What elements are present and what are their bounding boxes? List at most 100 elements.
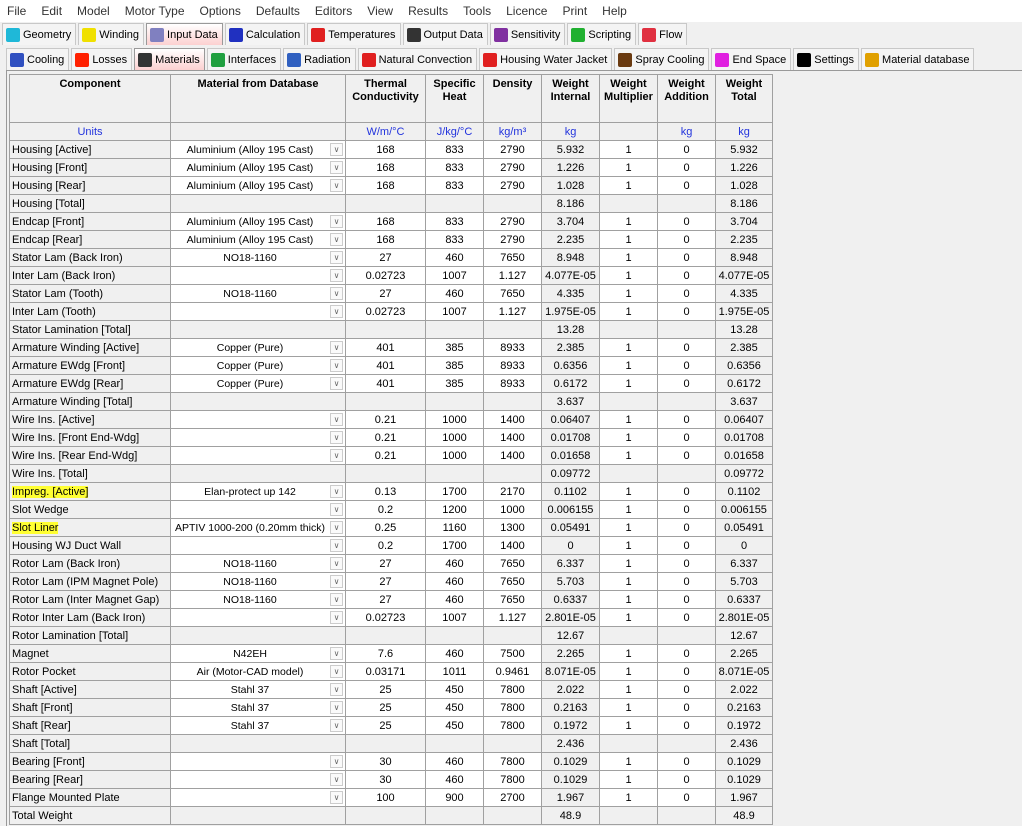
chevron-down-icon[interactable]: ∨ — [330, 377, 343, 390]
weight-addition-cell[interactable]: 0 — [657, 662, 716, 681]
density-cell[interactable]: 2700 — [483, 788, 542, 807]
weight-multiplier-cell[interactable]: 1 — [599, 518, 658, 537]
material-cell[interactable]: Air (Motor-CAD model) ∨ — [170, 662, 346, 681]
weight-multiplier-cell[interactable]: 1 — [599, 680, 658, 699]
specific-heat-cell[interactable]: 833 — [425, 140, 484, 159]
specific-heat-cell[interactable]: 1007 — [425, 302, 484, 321]
weight-multiplier-cell[interactable]: 1 — [599, 212, 658, 231]
thermal-conductivity-cell[interactable]: 25 — [345, 680, 426, 699]
tab-interfaces[interactable]: Interfaces — [206, 48, 282, 70]
density-cell[interactable]: 1.127 — [483, 302, 542, 321]
weight-addition-cell[interactable]: 0 — [657, 266, 716, 285]
chevron-down-icon[interactable]: ∨ — [330, 557, 343, 570]
thermal-conductivity-cell[interactable]: 0.02723 — [345, 608, 426, 627]
density-cell[interactable]: 8933 — [483, 356, 542, 375]
weight-multiplier-cell[interactable]: 1 — [599, 752, 658, 771]
density-cell[interactable]: 7500 — [483, 644, 542, 663]
specific-heat-cell[interactable]: 1000 — [425, 446, 484, 465]
density-cell[interactable]: 7800 — [483, 716, 542, 735]
menu-tools[interactable]: Tools — [463, 4, 492, 18]
weight-multiplier-cell[interactable]: 1 — [599, 230, 658, 249]
density-cell[interactable]: 2790 — [483, 176, 542, 195]
material-cell[interactable]: NO18-1160 ∨ — [170, 554, 346, 573]
specific-heat-cell[interactable]: 1011 — [425, 662, 484, 681]
weight-multiplier-cell[interactable]: 1 — [599, 446, 658, 465]
density-cell[interactable]: 1.127 — [483, 266, 542, 285]
weight-multiplier-cell[interactable]: 1 — [599, 770, 658, 789]
specific-heat-cell[interactable]: 460 — [425, 248, 484, 267]
specific-heat-cell[interactable]: 1700 — [425, 536, 484, 555]
tab-sensitivity[interactable]: Sensitivity — [489, 23, 566, 45]
thermal-conductivity-cell[interactable]: 168 — [345, 230, 426, 249]
density-cell[interactable]: 8933 — [483, 374, 542, 393]
weight-multiplier-cell[interactable]: 1 — [599, 698, 658, 717]
tab-material-database[interactable]: Material database — [861, 48, 975, 70]
menu-help[interactable]: Help — [602, 4, 627, 18]
chevron-down-icon[interactable]: ∨ — [330, 161, 343, 174]
specific-heat-cell[interactable]: 833 — [425, 158, 484, 177]
thermal-conductivity-cell[interactable]: 0.03171 — [345, 662, 426, 681]
thermal-conductivity-cell[interactable]: 27 — [345, 572, 426, 591]
chevron-down-icon[interactable]: ∨ — [330, 683, 343, 696]
material-cell[interactable]: NO18-1160 ∨ — [170, 572, 346, 591]
chevron-down-icon[interactable]: ∨ — [330, 773, 343, 786]
density-cell[interactable]: 7650 — [483, 248, 542, 267]
chevron-down-icon[interactable]: ∨ — [330, 521, 343, 534]
weight-multiplier-cell[interactable]: 1 — [599, 428, 658, 447]
material-cell[interactable]: ∨ — [170, 536, 346, 555]
chevron-down-icon[interactable]: ∨ — [330, 503, 343, 516]
weight-addition-cell[interactable]: 0 — [657, 374, 716, 393]
density-cell[interactable]: 7650 — [483, 572, 542, 591]
weight-multiplier-cell[interactable]: 1 — [599, 500, 658, 519]
material-cell[interactable]: Copper (Pure) ∨ — [170, 338, 346, 357]
density-cell[interactable]: 7800 — [483, 770, 542, 789]
density-cell[interactable]: 1400 — [483, 536, 542, 555]
material-cell[interactable]: ∨ — [170, 302, 346, 321]
density-cell[interactable]: 0.9461 — [483, 662, 542, 681]
weight-addition-cell[interactable]: 0 — [657, 302, 716, 321]
weight-multiplier-cell[interactable]: 1 — [599, 248, 658, 267]
chevron-down-icon[interactable]: ∨ — [330, 431, 343, 444]
tab-materials[interactable]: Materials — [134, 48, 205, 70]
menu-model[interactable]: Model — [77, 4, 110, 18]
specific-heat-cell[interactable]: 460 — [425, 284, 484, 303]
density-cell[interactable]: 2790 — [483, 230, 542, 249]
weight-multiplier-cell[interactable]: 1 — [599, 788, 658, 807]
weight-addition-cell[interactable]: 0 — [657, 284, 716, 303]
specific-heat-cell[interactable]: 1007 — [425, 266, 484, 285]
density-cell[interactable]: 7800 — [483, 698, 542, 717]
thermal-conductivity-cell[interactable]: 0.02723 — [345, 266, 426, 285]
thermal-conductivity-cell[interactable]: 0.21 — [345, 446, 426, 465]
weight-addition-cell[interactable]: 0 — [657, 338, 716, 357]
thermal-conductivity-cell[interactable]: 0.21 — [345, 428, 426, 447]
specific-heat-cell[interactable]: 460 — [425, 770, 484, 789]
specific-heat-cell[interactable]: 1160 — [425, 518, 484, 537]
chevron-down-icon[interactable]: ∨ — [330, 791, 343, 804]
tab-losses[interactable]: Losses — [71, 48, 133, 70]
material-cell[interactable]: Aluminium (Alloy 195 Cast) ∨ — [170, 140, 346, 159]
specific-heat-cell[interactable]: 460 — [425, 554, 484, 573]
weight-multiplier-cell[interactable]: 1 — [599, 716, 658, 735]
material-cell[interactable]: ∨ — [170, 410, 346, 429]
weight-multiplier-cell[interactable]: 1 — [599, 572, 658, 591]
weight-addition-cell[interactable]: 0 — [657, 698, 716, 717]
weight-addition-cell[interactable]: 0 — [657, 536, 716, 555]
material-cell[interactable]: ∨ — [170, 770, 346, 789]
menu-defaults[interactable]: Defaults — [255, 4, 300, 18]
weight-addition-cell[interactable]: 0 — [657, 158, 716, 177]
tab-spray-cooling[interactable]: Spray Cooling — [614, 48, 710, 70]
weight-addition-cell[interactable]: 0 — [657, 680, 716, 699]
thermal-conductivity-cell[interactable]: 0.21 — [345, 410, 426, 429]
material-cell[interactable]: Elan-protect up 142 ∨ — [170, 482, 346, 501]
weight-multiplier-cell[interactable]: 1 — [599, 608, 658, 627]
material-cell[interactable]: NO18-1160 ∨ — [170, 284, 346, 303]
chevron-down-icon[interactable]: ∨ — [330, 611, 343, 624]
specific-heat-cell[interactable]: 1007 — [425, 608, 484, 627]
weight-addition-cell[interactable]: 0 — [657, 770, 716, 789]
thermal-conductivity-cell[interactable]: 401 — [345, 338, 426, 357]
weight-addition-cell[interactable]: 0 — [657, 788, 716, 807]
weight-addition-cell[interactable]: 0 — [657, 230, 716, 249]
material-cell[interactable]: Aluminium (Alloy 195 Cast) ∨ — [170, 158, 346, 177]
chevron-down-icon[interactable]: ∨ — [330, 143, 343, 156]
specific-heat-cell[interactable]: 833 — [425, 230, 484, 249]
